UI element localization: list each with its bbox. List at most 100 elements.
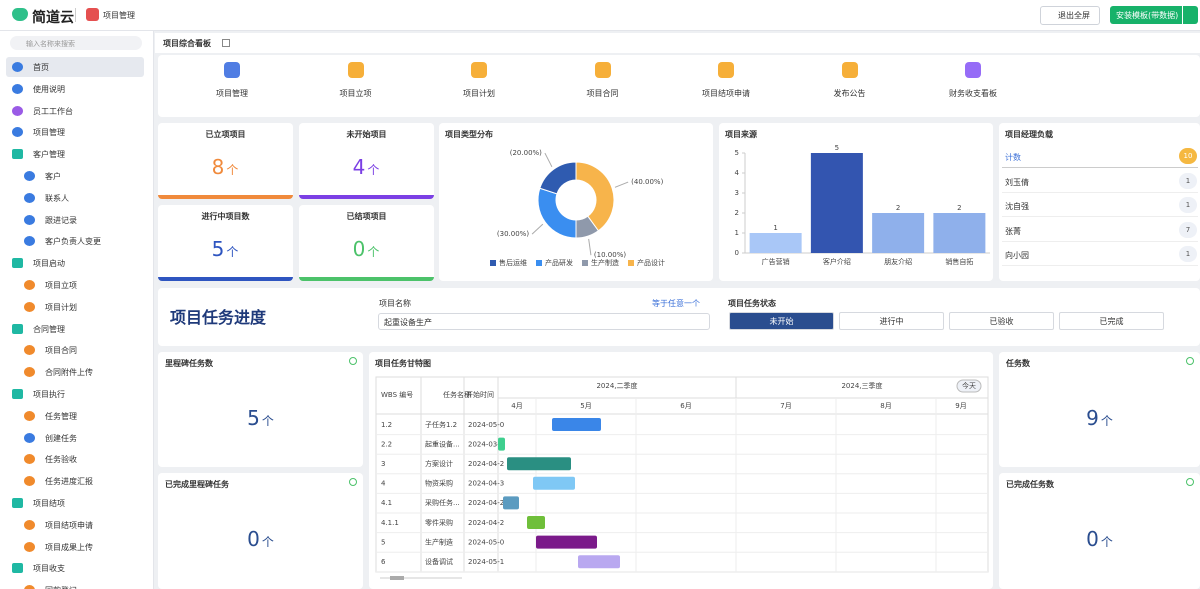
menu-item[interactable]: 使用说明 bbox=[33, 84, 65, 94]
search-placeholder[interactable]: 输入名称来搜索 bbox=[26, 40, 75, 48]
exit-button[interactable] bbox=[1040, 6, 1100, 25]
folder-icon bbox=[12, 258, 23, 269]
manager-row bbox=[1002, 240, 1198, 242]
menu-item[interactable]: 合同附件上传 bbox=[45, 368, 93, 378]
menu-item[interactable]: 项目计划 bbox=[45, 302, 77, 312]
stat-card bbox=[158, 123, 293, 199]
nav-label[interactable]: 项目合同 bbox=[586, 89, 619, 98]
nav-icon[interactable] bbox=[471, 62, 487, 78]
manager-name: 计数 bbox=[1005, 153, 1021, 162]
menu-item[interactable]: 联系人 bbox=[45, 193, 69, 203]
menu-icon bbox=[12, 62, 23, 72]
nav-label[interactable]: 财务收支看板 bbox=[949, 89, 997, 98]
filter-field[interactable] bbox=[378, 313, 710, 330]
menu-icon bbox=[24, 432, 35, 443]
nav-icon[interactable] bbox=[594, 62, 611, 78]
menu-item[interactable]: 创建任务 bbox=[45, 433, 77, 443]
number: 4 bbox=[352, 155, 366, 179]
menu-item[interactable]: 任务验收 bbox=[45, 455, 77, 465]
status-text[interactable]: 已完成 bbox=[1099, 317, 1124, 326]
menu-group[interactable]: 客户管理 bbox=[33, 150, 65, 160]
count-badge: 10 bbox=[1179, 148, 1197, 164]
stat-card bbox=[299, 205, 434, 281]
menu-item[interactable]: 跟进记录 bbox=[45, 215, 77, 225]
status-label: 项目任务状态 bbox=[728, 299, 776, 308]
task-card bbox=[999, 473, 1200, 589]
status-button[interactable] bbox=[839, 312, 944, 330]
manager-row bbox=[1002, 216, 1198, 217]
menu-item[interactable]: 项目管理 bbox=[33, 128, 65, 138]
count-badge: 7 bbox=[1179, 221, 1197, 238]
menu-icon bbox=[24, 345, 35, 356]
unit: 个 bbox=[226, 163, 239, 177]
nav-icon[interactable] bbox=[224, 62, 240, 78]
stat-card bbox=[299, 123, 434, 199]
exit-button-text[interactable]: 退出全屏 bbox=[1058, 11, 1090, 20]
menu-group[interactable]: 项目启动 bbox=[33, 259, 65, 269]
task-card bbox=[158, 473, 363, 589]
stat-card bbox=[158, 205, 293, 281]
menu-item[interactable]: 客户负责人变更 bbox=[45, 237, 101, 247]
filter-mode[interactable]: 等于任意一个 bbox=[652, 299, 700, 308]
nav-label[interactable]: 发布公告 bbox=[833, 89, 866, 98]
number: 0 bbox=[1086, 527, 1099, 551]
menu-group[interactable]: 项目收支 bbox=[33, 564, 65, 574]
install-dropdown[interactable] bbox=[1183, 6, 1198, 24]
status-text[interactable]: 未开始 bbox=[769, 317, 794, 326]
status-button[interactable] bbox=[949, 312, 1054, 330]
fullscreen-icon[interactable] bbox=[222, 39, 230, 47]
nav-icon[interactable] bbox=[841, 62, 858, 78]
menu-item[interactable]: 任务管理 bbox=[45, 411, 77, 421]
info-icon bbox=[1186, 357, 1194, 365]
count-badge: 1 bbox=[1179, 197, 1197, 213]
task-card-label: 已完成里程碑任务 bbox=[165, 480, 229, 489]
sidebar bbox=[0, 31, 154, 589]
menu-icon bbox=[24, 280, 35, 290]
menu-icon bbox=[24, 214, 35, 225]
menu-item[interactable]: 员工工作台 bbox=[33, 106, 73, 116]
nav-icon[interactable] bbox=[347, 62, 364, 78]
folder-icon bbox=[12, 563, 23, 574]
manager-row bbox=[1002, 191, 1198, 193]
number: 8 bbox=[211, 155, 225, 179]
status-text[interactable]: 已验收 bbox=[989, 317, 1014, 326]
install-button-text[interactable]: 安装模板(带数据) bbox=[1116, 11, 1179, 20]
menu-icon bbox=[24, 410, 35, 421]
folder-icon bbox=[12, 323, 23, 334]
menu-group[interactable]: 项目结项 bbox=[33, 499, 65, 508]
menu-icon bbox=[24, 236, 35, 247]
menu-item[interactable]: 项目合同 bbox=[45, 346, 77, 356]
bar-card bbox=[719, 123, 993, 281]
menu-item[interactable]: 项目立项 bbox=[45, 281, 77, 290]
header-bar bbox=[0, 0, 1200, 31]
menu-item[interactable]: 项目成果上传 bbox=[45, 542, 93, 552]
task-card bbox=[999, 352, 1200, 467]
nav-icon[interactable] bbox=[718, 62, 734, 78]
nav-label[interactable]: 项目管理 bbox=[216, 89, 248, 98]
app-name: 项目管理 bbox=[103, 11, 135, 20]
nav-label[interactable]: 项目计划 bbox=[463, 89, 495, 98]
install-button[interactable] bbox=[1110, 6, 1182, 24]
filter-label: 项目名称 bbox=[379, 299, 411, 308]
menu-item[interactable]: 回款登记 bbox=[45, 585, 77, 589]
status-text[interactable]: 进行中 bbox=[879, 317, 904, 326]
unit: 个 bbox=[1100, 413, 1113, 428]
nav-label[interactable]: 项目结项申请 bbox=[702, 89, 750, 98]
menu-item[interactable]: 项目结项申请 bbox=[45, 520, 93, 530]
folder-icon bbox=[12, 389, 23, 399]
menu-group[interactable]: 合同管理 bbox=[33, 324, 65, 334]
menu-item[interactable]: 首页 bbox=[33, 63, 49, 72]
menu-item[interactable]: 任务进度汇报 bbox=[45, 477, 93, 487]
status-button[interactable] bbox=[1059, 312, 1164, 330]
menu-item[interactable]: 客户 bbox=[45, 172, 61, 181]
filter-value[interactable]: 起重设备生产 bbox=[384, 318, 432, 327]
menu-group[interactable]: 项目执行 bbox=[33, 390, 65, 399]
status-button[interactable] bbox=[729, 312, 834, 330]
nav-icon[interactable] bbox=[965, 62, 981, 78]
menu-icon bbox=[24, 192, 35, 203]
search-box[interactable] bbox=[10, 36, 142, 50]
nav-label[interactable]: 项目立项 bbox=[339, 89, 372, 98]
